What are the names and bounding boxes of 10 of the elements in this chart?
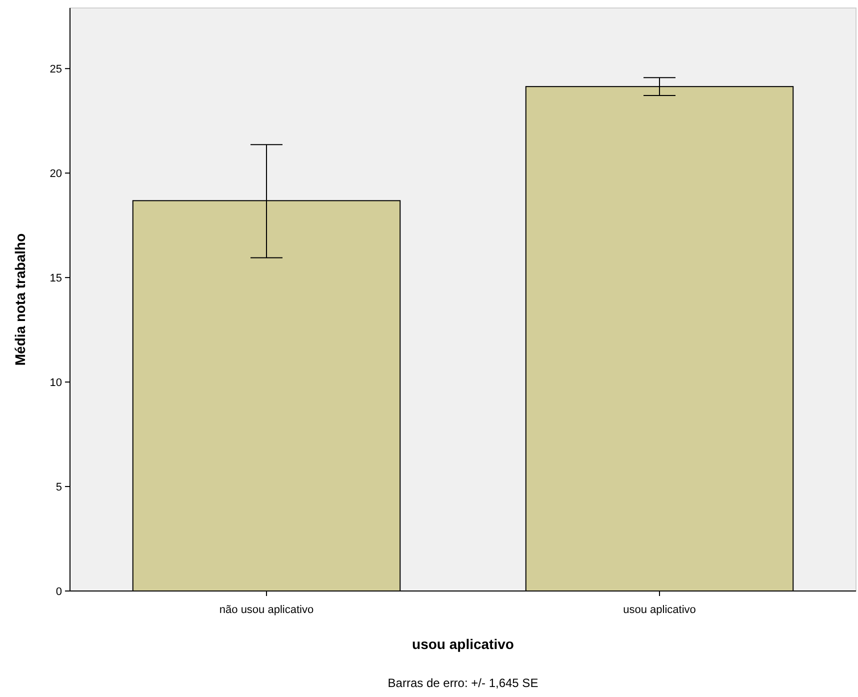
y-tick-label: 10: [50, 376, 62, 389]
x-tick-label: não usou aplicativo: [219, 604, 314, 616]
y-tick-label: 0: [56, 586, 62, 598]
y-tick-label: 20: [50, 168, 62, 180]
y-axis-title: Média nota trabalho: [12, 233, 28, 366]
text: Barras de erro: +/- 1,645 SE: [388, 676, 538, 690]
y-tick-label: 5: [56, 481, 62, 494]
y-tick-label: 15: [50, 272, 62, 284]
x-axis-title: usou aplicativo: [412, 636, 514, 652]
y-tick-label: 25: [50, 63, 62, 76]
